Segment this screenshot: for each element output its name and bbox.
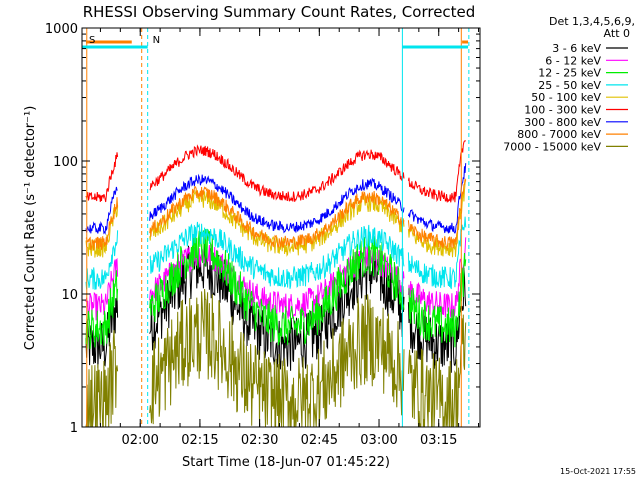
- series-line-800to7000keV: [149, 185, 405, 250]
- series-line-100to300keV: [85, 152, 119, 203]
- y-tick-label: 100: [53, 155, 78, 170]
- y-axis-label: Corrected Count Rate (s⁻¹ detector⁻¹): [23, 106, 38, 351]
- legend-label: 12 - 25 keV: [538, 67, 601, 80]
- series-line-300to800keV: [407, 163, 467, 234]
- series-line-50to100keV: [407, 179, 467, 258]
- series-line-7000to15000keV: [407, 314, 467, 427]
- legend-label: 7000 - 15000 keV: [503, 140, 601, 153]
- y-tick-label: 10: [61, 288, 78, 303]
- legend-label: 6 - 12 keV: [545, 54, 601, 67]
- x-tick-label: 02:45: [301, 433, 338, 448]
- series-line-12to25keV: [149, 228, 405, 346]
- legend-label: 50 - 100 keV: [531, 91, 601, 104]
- plot-frame: [81, 27, 481, 428]
- series-line-6to12keV: [407, 237, 467, 319]
- series-line-300to800keV: [85, 186, 118, 236]
- x-tick-label: 02:30: [241, 433, 278, 448]
- legend-header-line-2: Att 0: [604, 27, 630, 40]
- y-tick-label: 1: [70, 421, 78, 436]
- x-axis: 02:00 02:15 02:30 02:45 03:00 03:15: [99, 28, 480, 448]
- series-line-12to25keV: [408, 252, 467, 348]
- series-line-25to50keV: [149, 221, 405, 289]
- x-tick-label: 03:15: [420, 433, 457, 448]
- chart-title: RHESSI Observing Summary Count Rates, Co…: [83, 3, 476, 21]
- series-line-3to6keV: [407, 267, 467, 373]
- plot-area: [82, 28, 470, 427]
- legend-label: 100 - 300 keV: [524, 104, 601, 117]
- series-line-6to12keV: [85, 257, 119, 321]
- flag-label-s: S: [89, 35, 95, 46]
- x-tick-label: 02:15: [181, 433, 218, 448]
- series-line-7000to15000keV: [149, 288, 405, 427]
- series-line-50to100keV: [85, 205, 119, 258]
- y-tick-label: 1000: [45, 22, 78, 37]
- series-line-300to800keV: [149, 173, 405, 234]
- flag-label-n: N: [153, 35, 160, 46]
- legend-header-line-1: Det 1,3,4,5,6,9,: [549, 15, 635, 28]
- series-line-12to25keV: [85, 270, 119, 350]
- series-line-800to7000keV: [407, 178, 467, 251]
- series-line-25to50keV: [407, 216, 467, 290]
- timestamp: 15-Oct-2021 17:55: [560, 467, 636, 476]
- legend-label: 300 - 800 keV: [524, 116, 601, 129]
- series-line-25to50keV: [85, 230, 119, 290]
- legend-label: 3 - 6 keV: [552, 42, 601, 55]
- series-line-800to7000keV: [85, 197, 119, 251]
- x-axis-label: Start Time (18-Jun-07 01:45:22): [182, 455, 390, 470]
- x-tick-label: 02:00: [121, 433, 158, 448]
- series-line-100to300keV: [149, 144, 405, 202]
- legend-label: 800 - 7000 keV: [517, 128, 601, 141]
- y-axis: 1 10 100 1000: [45, 22, 480, 436]
- x-tick-label: 03:00: [360, 433, 397, 448]
- series-line-100to300keV: [407, 140, 467, 203]
- series-line-7000to15000keV: [85, 330, 119, 427]
- legend-label: 25 - 50 keV: [538, 79, 601, 92]
